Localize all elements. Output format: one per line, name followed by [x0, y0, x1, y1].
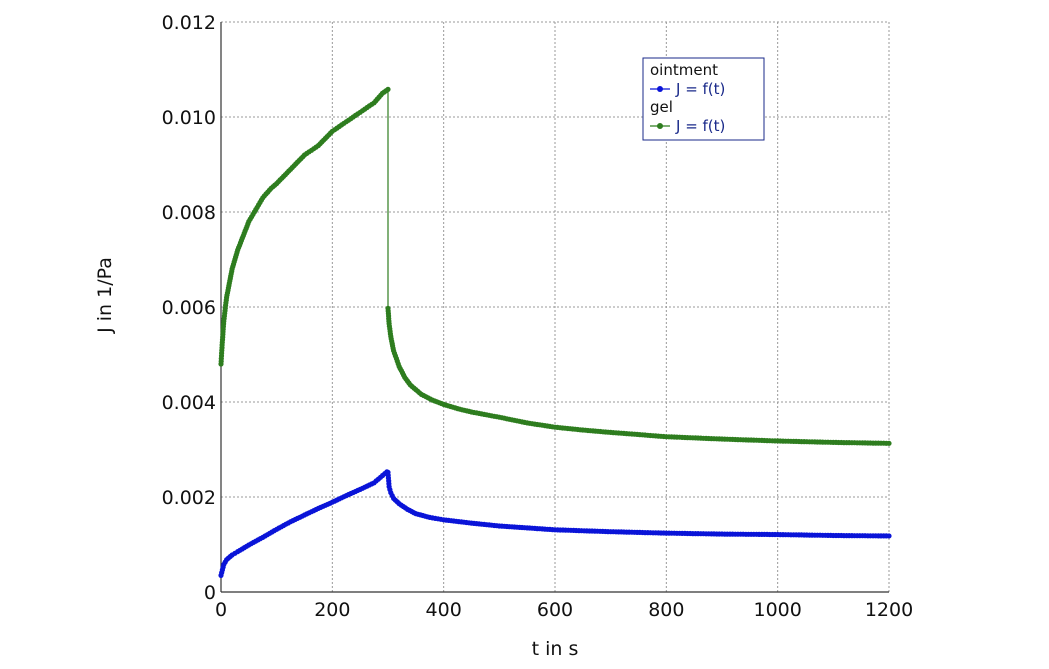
y-axis-label: J in 1/Pa	[94, 257, 116, 334]
legend-swatch-marker	[657, 123, 663, 129]
x-tick-label: 200	[314, 599, 350, 621]
data-point	[886, 440, 892, 446]
y-tick-label: 0.002	[162, 487, 216, 509]
data-point	[385, 86, 391, 92]
y-tick-label: 0	[204, 582, 216, 604]
x-tick-label: 800	[648, 599, 684, 621]
tick-labels: 0 200 400 600 800 1000 1200 0 0.002 0.004 0.006 0.0…	[162, 12, 914, 621]
series-ointment	[218, 469, 892, 579]
y-tick-label: 0.008	[162, 202, 216, 224]
data-point	[886, 533, 892, 539]
series-layer	[218, 86, 892, 579]
y-tick-label: 0.004	[162, 392, 216, 414]
x-tick-label: 600	[537, 599, 573, 621]
x-axis-label: t in s	[532, 638, 579, 660]
axes	[220, 22, 889, 593]
y-tick-label: 0.012	[162, 12, 216, 34]
legend-series-name: ointment	[650, 61, 718, 79]
y-tick-label: 0.006	[162, 297, 216, 319]
y-tick-label: 0.010	[162, 107, 216, 129]
x-tick-label: 0	[215, 599, 227, 621]
x-tick-label: 1200	[865, 599, 913, 621]
x-tick-label: 1000	[753, 599, 801, 621]
series-gel	[218, 86, 892, 446]
x-tick-label: 400	[426, 599, 462, 621]
legend-series-label: J = f(t)	[675, 117, 725, 135]
grid	[221, 21, 890, 592]
legend-swatch-marker	[657, 86, 663, 92]
legend-series-label: J = f(t)	[675, 80, 725, 98]
legend-series-name: gel	[650, 98, 673, 116]
